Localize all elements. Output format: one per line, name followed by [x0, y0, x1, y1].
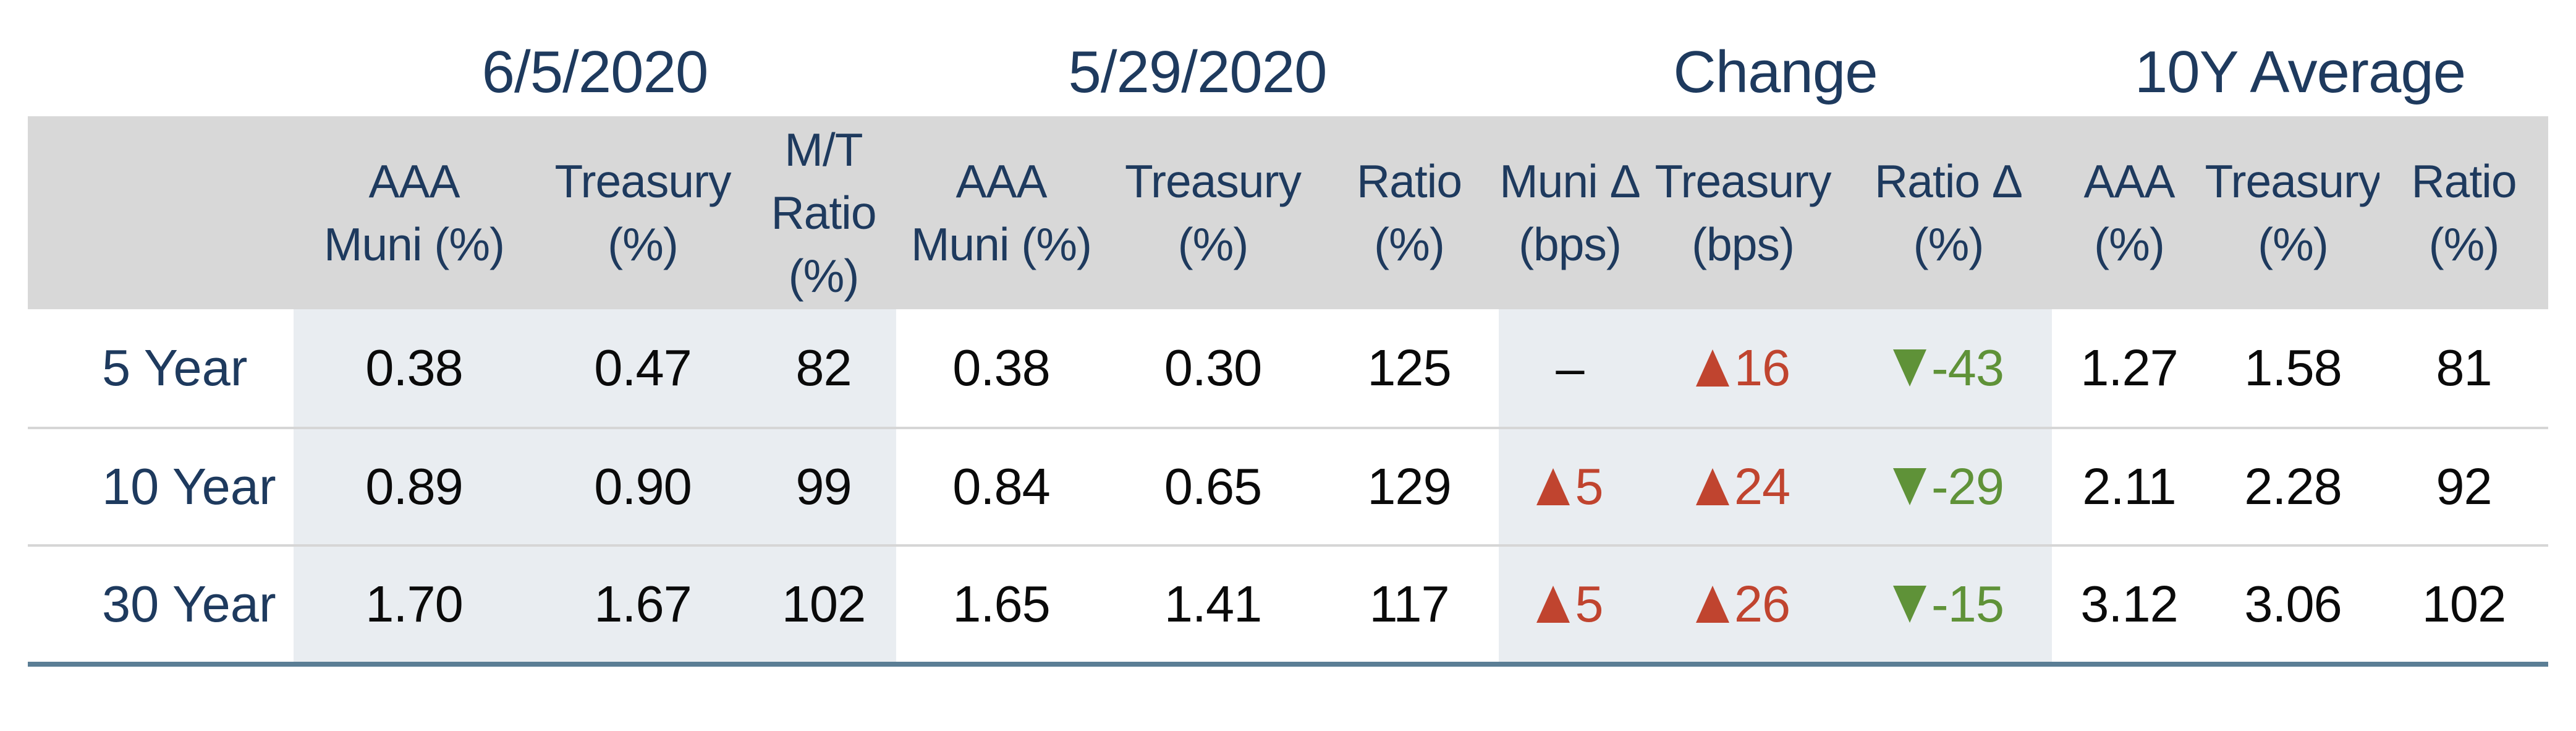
cell-5y-ratio-delta: -43 [1845, 309, 2052, 427]
cell-10y-ratio-avg: 92 [2379, 427, 2548, 544]
col-header-aaa-avg: AAA (%) [2052, 116, 2206, 309]
down-triangle-icon [1893, 349, 1927, 387]
cell-30y-mt-ratio: 102 [751, 544, 896, 662]
cell-10y-ratio-delta: -29 [1845, 427, 2052, 544]
cell-5y-treasury-2: 0.30 [1106, 309, 1320, 427]
col-header-muni-delta: Muni Δ (bps) [1499, 116, 1641, 309]
cell-30y-ratio-avg: 102 [2379, 544, 2548, 662]
cell-5y-ratio-avg: 81 [2379, 309, 2548, 427]
cell-10y-aaa-avg: 2.11 [2052, 427, 2206, 544]
cell-30y-treasury-1: 1.67 [535, 544, 751, 662]
cell-5y-ratio-2: 125 [1320, 309, 1499, 427]
cell-10y-treasury-avg: 2.28 [2206, 427, 2379, 544]
cell-10y-muni-delta: 5 [1499, 427, 1641, 544]
up-triangle-icon [1695, 468, 1729, 505]
cell-10y-treasury-2: 0.65 [1106, 427, 1320, 544]
group-header-spacer [28, 14, 294, 116]
cell-10y-ratio-2: 129 [1320, 427, 1499, 544]
col-header-aaa-muni-2: AAA Muni (%) [896, 116, 1106, 309]
table-bottom-border [28, 662, 2548, 667]
cell-10y-aaa-muni-1: 0.89 [294, 427, 535, 544]
group-header-date-2: 5/29/2020 [896, 14, 1499, 116]
up-triangle-icon [1695, 586, 1729, 623]
cell-5y-muni-delta: – [1499, 309, 1641, 427]
cell-5y-aaa-muni-2: 0.38 [896, 309, 1106, 427]
col-header-ratio-avg: Ratio (%) [2379, 116, 2548, 309]
col-header-treasury-avg: Treasury (%) [2205, 116, 2382, 309]
down-triangle-icon [1893, 586, 1927, 623]
cell-5y-treasury-avg: 1.58 [2206, 309, 2379, 427]
row-label-5-year: 5 Year [28, 309, 294, 427]
cell-30y-muni-delta: 5 [1499, 544, 1641, 662]
col-header-treasury-1: Treasury (%) [535, 116, 751, 309]
no-change-dash: – [1556, 339, 1584, 396]
cell-10y-aaa-muni-2: 0.84 [896, 427, 1106, 544]
cell-30y-treasury-avg: 3.06 [2206, 544, 2379, 662]
cell-5y-treasury-1: 0.47 [535, 309, 751, 427]
group-header-10y-average: 10Y Average [2052, 14, 2548, 116]
group-header-date-1: 6/5/2020 [294, 14, 896, 116]
cell-30y-treasury-delta: 26 [1641, 544, 1845, 662]
col-header-treasury-delta: Treasury (bps) [1641, 116, 1845, 309]
cell-30y-aaa-muni-1: 1.70 [294, 544, 535, 662]
cell-30y-ratio-delta: -15 [1845, 544, 2052, 662]
down-triangle-icon [1893, 468, 1927, 505]
cell-5y-mt-ratio: 82 [751, 309, 896, 427]
up-triangle-icon [1536, 468, 1570, 505]
cell-30y-treasury-2: 1.41 [1106, 544, 1320, 662]
up-triangle-icon [1695, 349, 1729, 387]
cell-10y-treasury-delta: 24 [1641, 427, 1845, 544]
cell-30y-aaa-muni-2: 1.65 [896, 544, 1106, 662]
col-header-mt-ratio: M/T Ratio (%) [751, 116, 896, 309]
group-header-change: Change [1499, 14, 2052, 116]
muni-treasury-comparison-table: 6/5/2020 5/29/2020 Change 10Y Average AA… [28, 14, 2548, 667]
cell-30y-aaa-avg: 3.12 [2052, 544, 2206, 662]
cell-5y-aaa-avg: 1.27 [2052, 309, 2206, 427]
cell-5y-treasury-delta: 16 [1641, 309, 1845, 427]
row-label-30-year: 30 Year [28, 544, 294, 662]
col-header-treasury-2: Treasury (%) [1106, 116, 1320, 309]
cell-5y-aaa-muni-1: 0.38 [294, 309, 535, 427]
cell-30y-ratio-2: 117 [1320, 544, 1499, 662]
up-triangle-icon [1536, 586, 1570, 623]
col-header-empty [28, 116, 294, 309]
col-header-ratio-delta: Ratio Δ (%) [1845, 116, 2052, 309]
col-header-ratio-2: Ratio (%) [1320, 116, 1499, 309]
row-label-10-year: 10 Year [28, 427, 294, 544]
cell-10y-mt-ratio: 99 [751, 427, 896, 544]
cell-10y-treasury-1: 0.90 [535, 427, 751, 544]
col-header-aaa-muni-1: AAA Muni (%) [294, 116, 535, 309]
